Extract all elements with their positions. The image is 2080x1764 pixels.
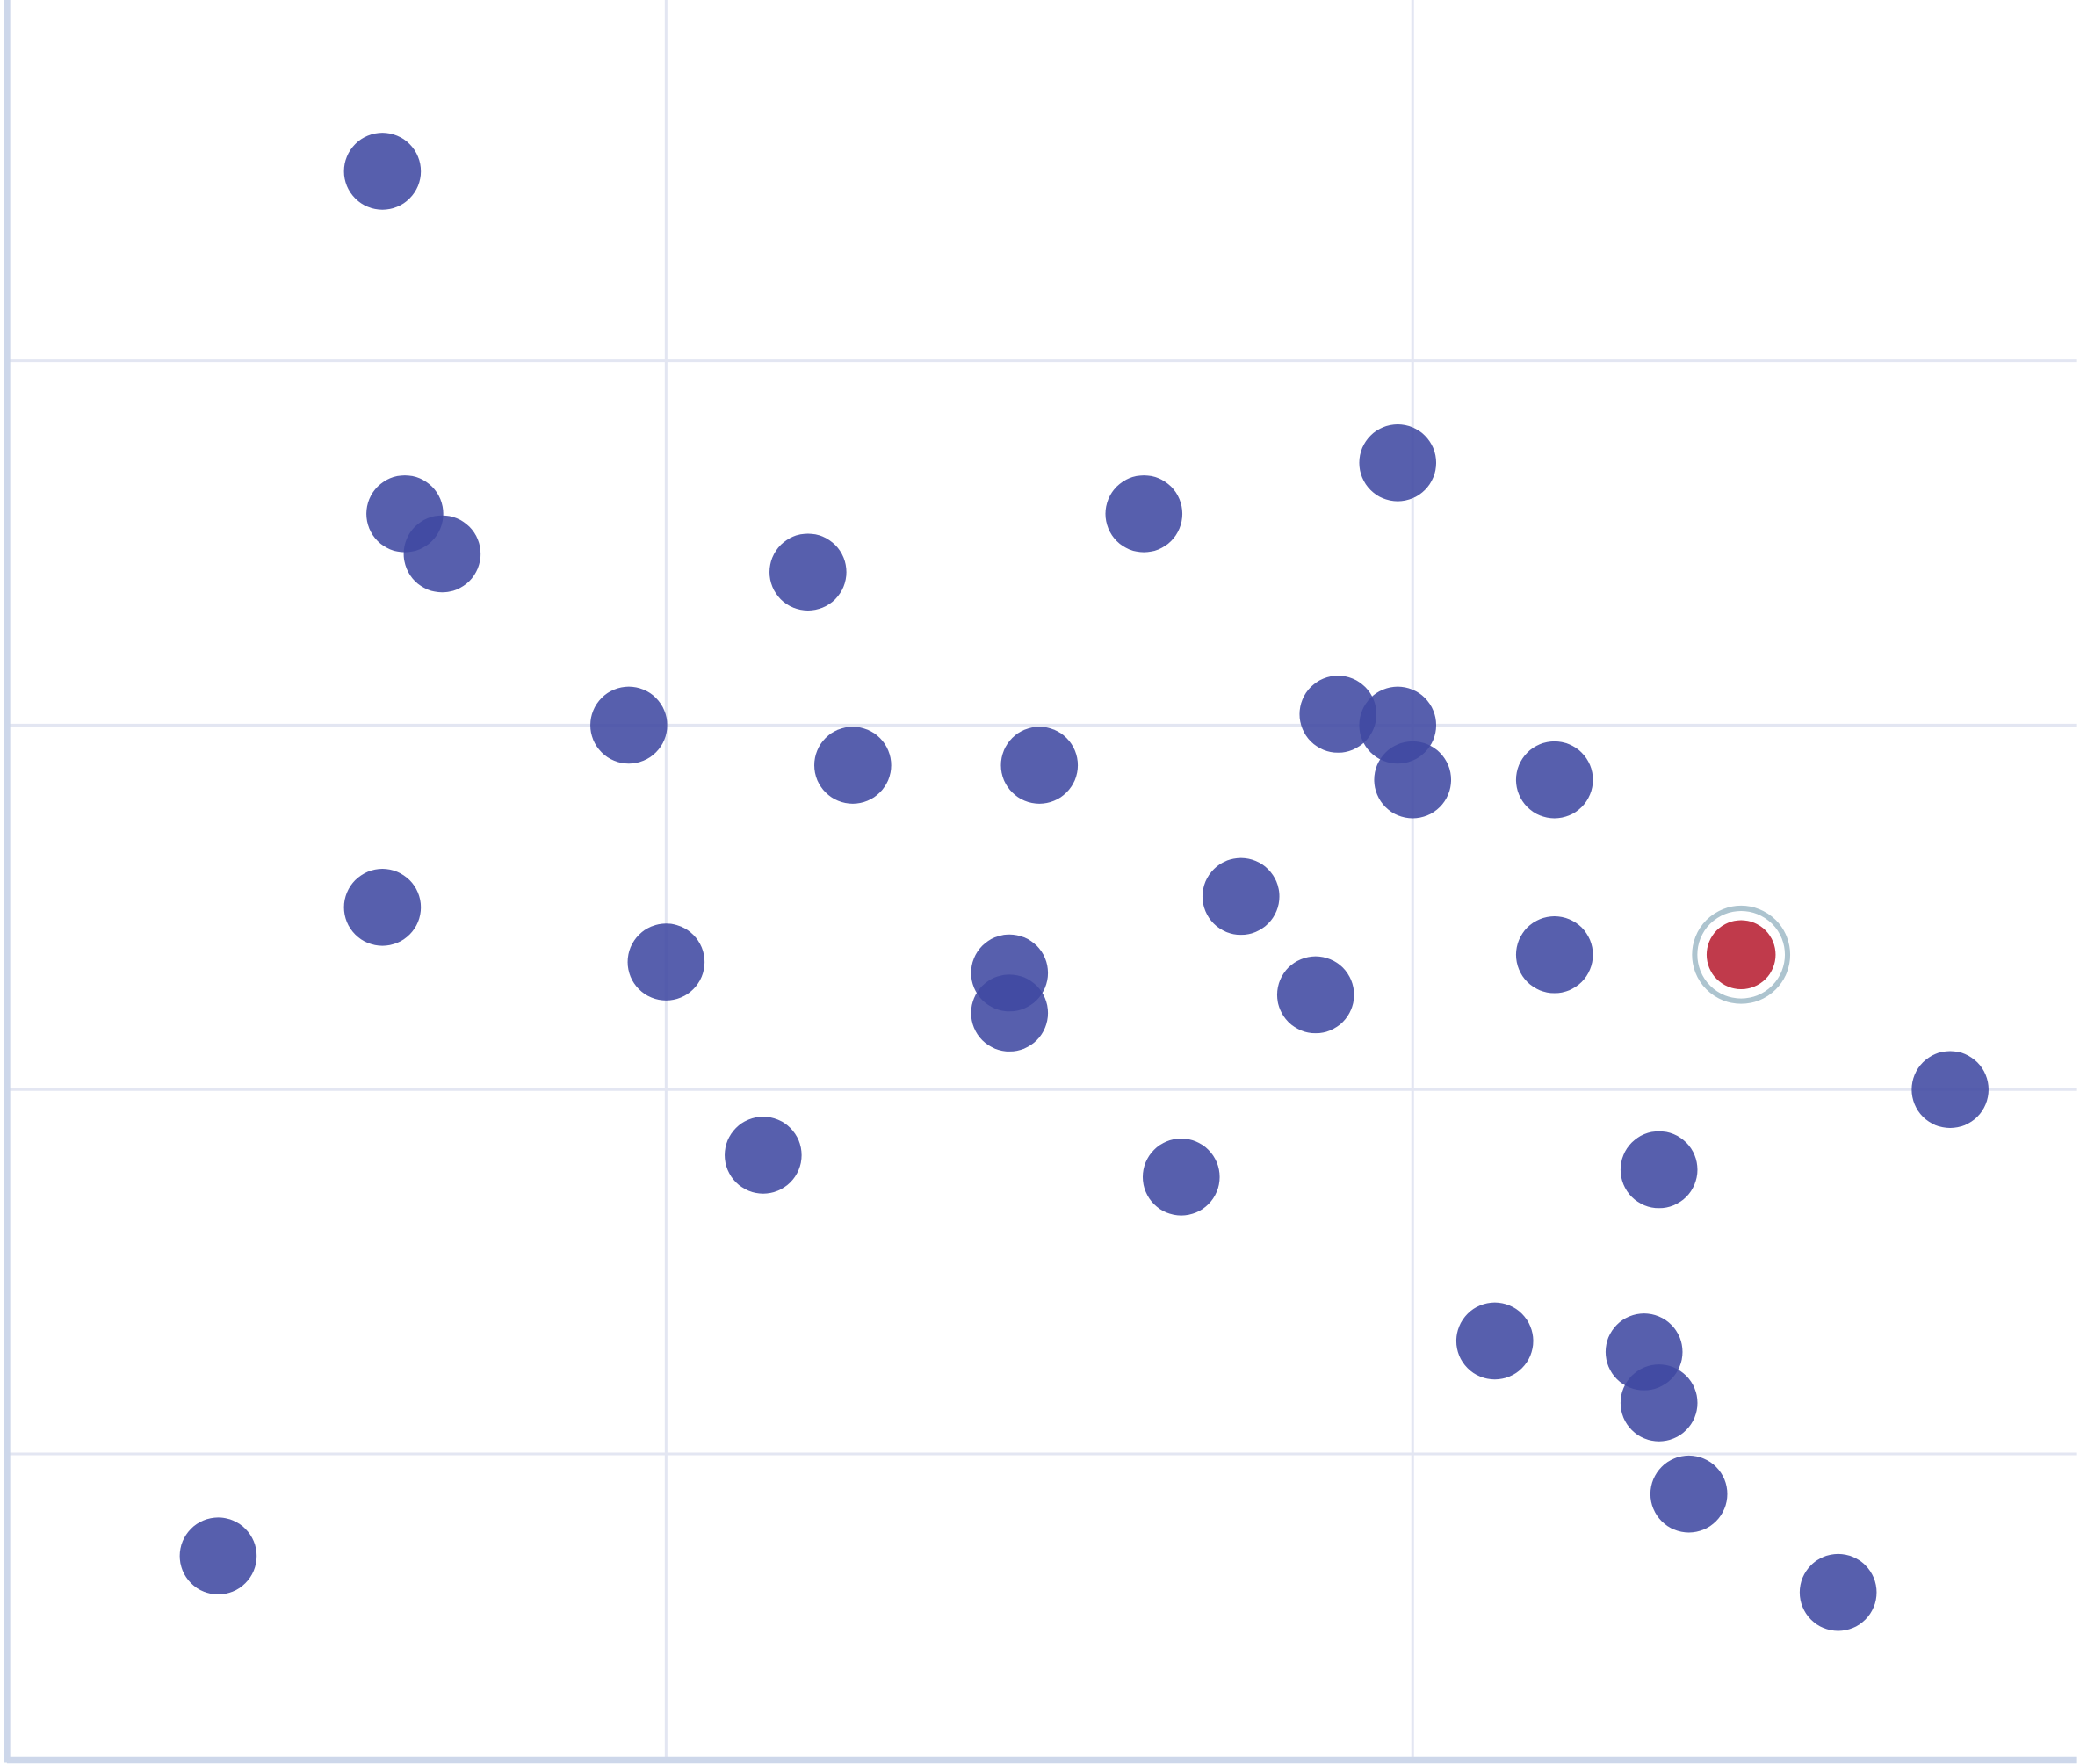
data-point xyxy=(1299,676,1377,753)
data-point xyxy=(1202,857,1280,936)
data-point xyxy=(1276,956,1354,1034)
points xyxy=(179,133,1989,1631)
data-point xyxy=(1620,1364,1698,1442)
data-point xyxy=(1359,424,1437,502)
data-point xyxy=(343,133,422,210)
data-point xyxy=(1620,1131,1698,1209)
data-point xyxy=(1000,727,1079,804)
data-point xyxy=(1515,915,1593,994)
highlighted-data-point xyxy=(1706,920,1776,990)
data-point xyxy=(971,974,1049,1052)
data-point xyxy=(627,923,705,1001)
data-point xyxy=(1105,475,1183,553)
data-point xyxy=(1374,741,1452,819)
data-point xyxy=(1650,1455,1728,1533)
data-point xyxy=(814,727,892,804)
data-point xyxy=(1455,1302,1534,1380)
grid xyxy=(6,0,2077,1760)
data-point xyxy=(1515,741,1593,819)
data-point xyxy=(179,1517,257,1594)
data-point xyxy=(590,686,668,764)
axes xyxy=(4,0,2077,1764)
data-point xyxy=(1799,1553,1877,1631)
data-point xyxy=(769,533,847,611)
data-point xyxy=(725,1117,802,1194)
data-point xyxy=(343,869,422,946)
data-point xyxy=(1142,1139,1220,1216)
data-point xyxy=(1911,1051,1989,1129)
data-point xyxy=(403,515,481,593)
